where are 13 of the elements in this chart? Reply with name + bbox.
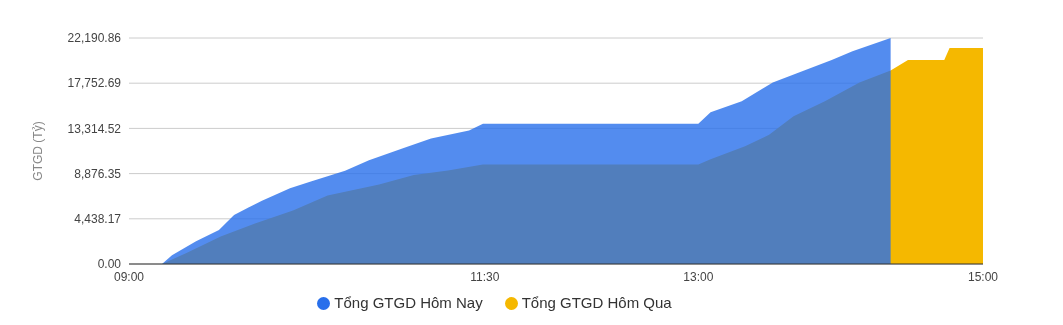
x-tick-label: 11:30 — [470, 269, 500, 284]
y-tick-label: 0.00 — [97, 257, 122, 272]
x-tick-label: 09:00 — [113, 269, 145, 284]
y-tick-label: 4,438.17 — [74, 212, 122, 227]
y-axis-title: GTGD (Tỷ) — [31, 121, 46, 181]
x-tick-label: 15:00 — [967, 269, 999, 284]
y-tick-label: 17,752.69 — [67, 76, 122, 91]
x-tick-label: 13:00 — [683, 269, 714, 284]
y-tick-label: 8,876.35 — [74, 166, 122, 181]
legend-label: Tổng GTGD Hôm Nay — [334, 294, 483, 311]
y-tick-label: 22,190.86 — [67, 31, 122, 46]
legend-label: Tổng GTGD Hôm Qua — [521, 294, 672, 311]
y-tick-label: 13,314.52 — [67, 121, 122, 136]
